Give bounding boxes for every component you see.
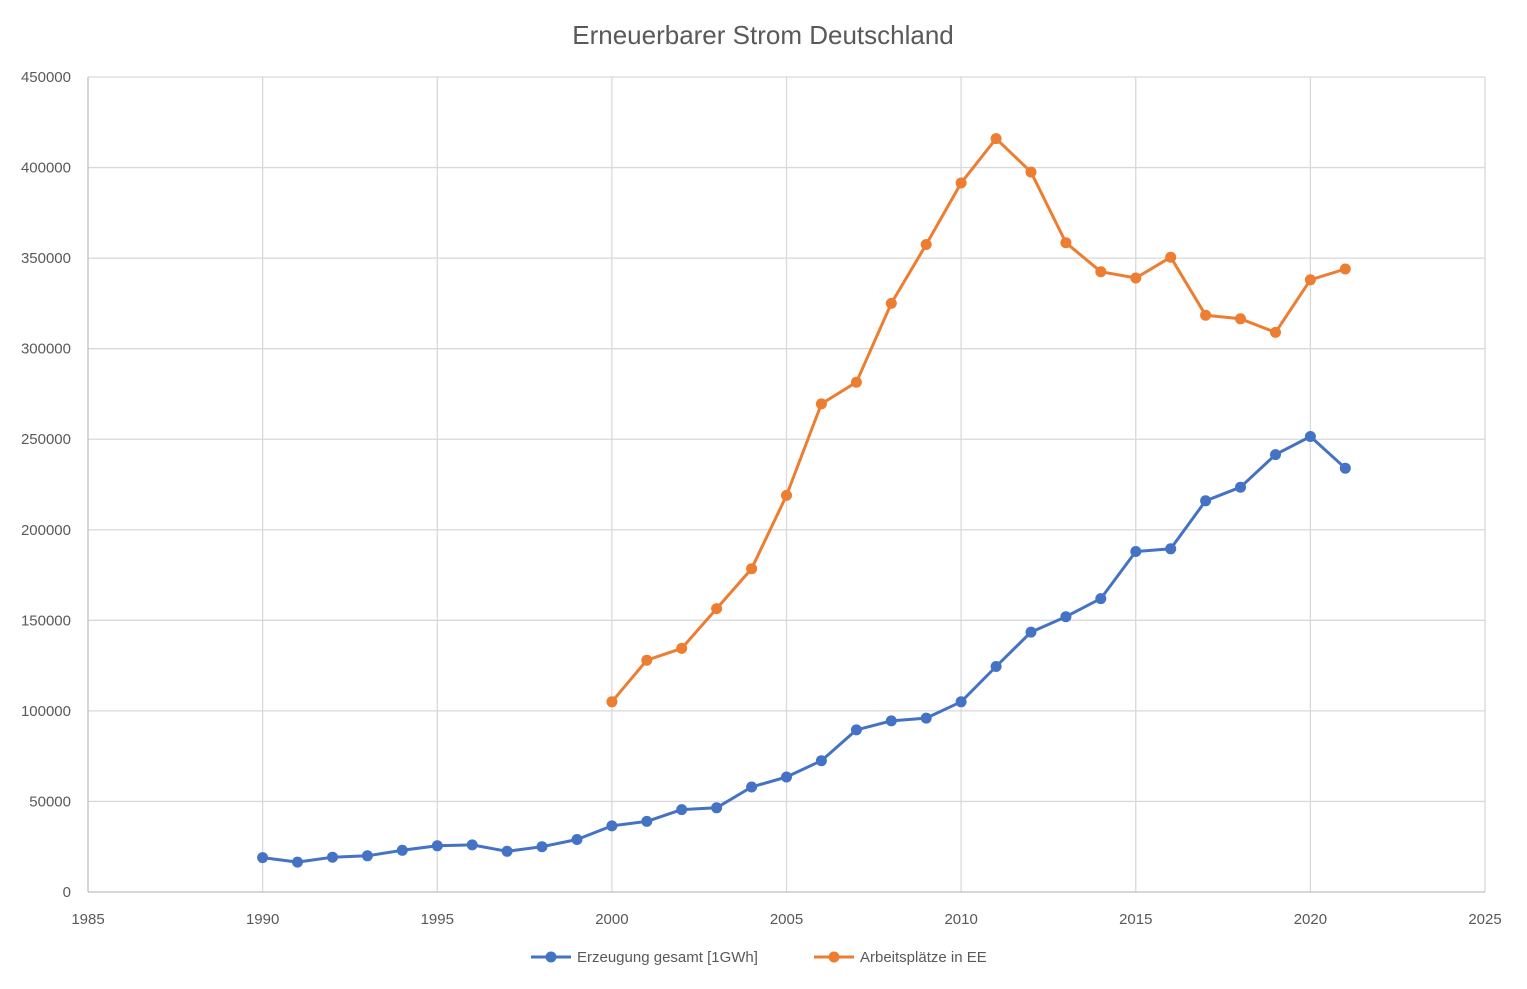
chart-title: Erneuerbarer Strom Deutschland (572, 20, 954, 50)
data-point (1235, 481, 1246, 493)
y-tick-label: 400000 (21, 160, 71, 177)
x-tick-label: 2005 (770, 911, 803, 928)
data-point (920, 712, 932, 724)
y-tick-label: 150000 (21, 612, 71, 629)
data-point (1270, 449, 1281, 461)
data-point (1200, 309, 1212, 321)
data-point (292, 856, 303, 868)
legend-label: Erzeugung gesamt [1GWh] (577, 949, 758, 966)
data-point (571, 834, 583, 845)
y-tick-label: 250000 (21, 431, 71, 448)
x-tick-label: 2025 (1468, 911, 1501, 928)
data-point (1304, 431, 1316, 442)
data-point (850, 724, 862, 736)
y-tick-label: 200000 (21, 522, 71, 539)
data-point (1060, 237, 1072, 249)
data-point (501, 845, 513, 857)
data-point (1095, 266, 1107, 278)
x-tick-label: 2020 (1294, 911, 1327, 928)
legend: Erzeugung gesamt [1GWh] Arbeitsplätze in … (531, 949, 987, 966)
series-1 (257, 431, 1351, 868)
data-point (606, 820, 618, 832)
y-tick-label: 0 (63, 884, 71, 901)
series-layer (257, 133, 1351, 868)
data-point (815, 755, 827, 767)
legend-item-2: Arbeitsplätze in EE (814, 949, 987, 966)
x-tick-label: 1985 (71, 911, 104, 928)
legend-label: Arbeitsplätze in EE (860, 949, 987, 966)
data-point (711, 603, 723, 615)
data-point (1165, 251, 1177, 263)
x-tick-label: 1990 (246, 911, 279, 928)
data-point (396, 844, 408, 856)
data-point (641, 815, 653, 827)
legend-marker (828, 951, 840, 963)
data-point (1060, 611, 1072, 623)
data-point (676, 804, 688, 816)
data-point (466, 839, 478, 851)
data-point (431, 840, 443, 852)
data-point (536, 841, 548, 853)
data-point (641, 654, 653, 666)
gridlines (88, 76, 1486, 892)
data-point (955, 696, 967, 708)
x-tick-label: 2015 (1119, 911, 1152, 928)
data-point (990, 133, 1002, 145)
data-point (815, 398, 827, 410)
data-point (1130, 272, 1142, 284)
y-tick-label: 300000 (21, 341, 71, 358)
series-line (261, 435, 1347, 864)
data-point (746, 563, 758, 575)
x-tick-label: 2010 (944, 911, 977, 928)
data-point (1130, 546, 1142, 557)
data-point (327, 851, 338, 863)
data-point (676, 642, 688, 654)
axes: 0 50000 100000 150000 200000 250000 300000 3500… (21, 69, 1502, 928)
data-point (885, 715, 897, 727)
data-point (361, 850, 373, 862)
legend-item-1: Erzeugung gesamt [1GWh] (531, 949, 758, 966)
data-point (1165, 543, 1177, 555)
data-point (885, 297, 897, 309)
y-tick-label: 100000 (21, 703, 71, 720)
data-point (1095, 593, 1107, 605)
legend-marker (545, 951, 557, 963)
data-point (920, 239, 932, 250)
y-tick-label: 450000 (21, 69, 71, 86)
data-point (1304, 274, 1316, 286)
data-point (711, 802, 723, 814)
data-point (746, 781, 758, 793)
data-point (955, 177, 967, 189)
series-line (610, 137, 1347, 704)
data-point (1339, 462, 1351, 474)
series-2 (606, 133, 1351, 708)
data-point (850, 376, 862, 388)
data-point (257, 852, 269, 864)
data-point (1270, 326, 1281, 338)
x-tick-label: 2000 (595, 911, 628, 928)
data-point (1235, 313, 1246, 325)
data-point (606, 696, 618, 708)
data-point (1339, 263, 1351, 275)
x-tick-label: 1995 (421, 911, 454, 928)
data-point (781, 771, 792, 783)
data-point (781, 489, 792, 501)
data-point (1025, 166, 1037, 178)
y-tick-label: 50000 (29, 793, 71, 810)
y-tick-label: 350000 (21, 250, 71, 267)
data-point (1025, 626, 1037, 638)
data-point (990, 661, 1002, 672)
data-point (1200, 495, 1212, 507)
